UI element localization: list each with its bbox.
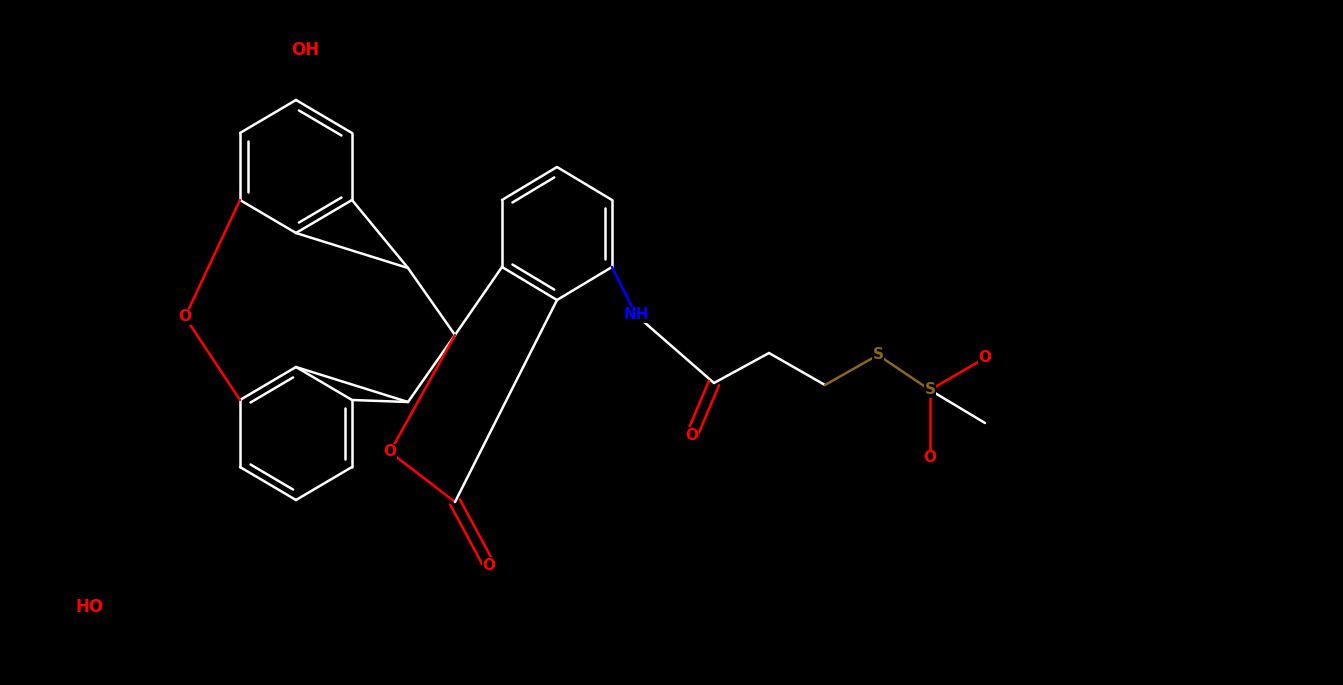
Text: O: O — [924, 451, 936, 466]
Text: HO: HO — [77, 598, 103, 616]
Text: O: O — [384, 445, 396, 460]
Text: OH: OH — [291, 41, 320, 59]
Text: O: O — [685, 427, 698, 443]
Text: O: O — [482, 558, 496, 573]
Text: S: S — [873, 347, 884, 362]
Text: NH: NH — [623, 308, 649, 323]
Text: O: O — [179, 310, 192, 325]
Text: O: O — [979, 351, 991, 366]
Text: S: S — [924, 382, 936, 397]
